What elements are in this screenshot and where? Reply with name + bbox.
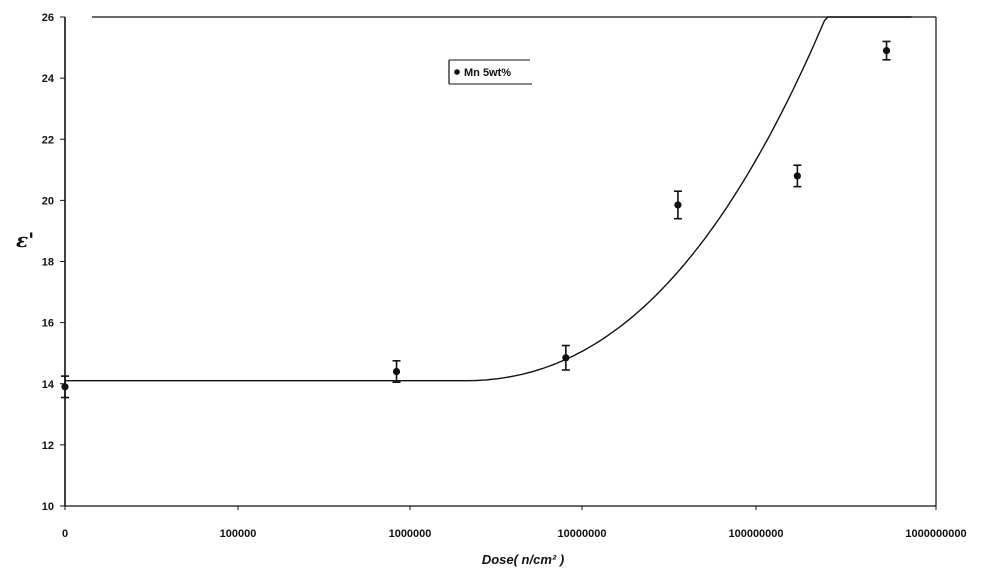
legend: Mn 5wt%	[448, 59, 532, 85]
fit-curve-line	[65, 16, 912, 382]
data-point	[61, 383, 69, 391]
x-tick-label: 10000000	[558, 528, 607, 540]
x-axis-label: Dose( n/cm² )	[482, 552, 564, 567]
y-tick-label: 14	[42, 379, 55, 391]
data-point	[882, 47, 891, 55]
x-tick-label: 1000000000	[905, 528, 966, 540]
legend-marker-icon	[454, 69, 460, 75]
data-point	[562, 354, 570, 362]
y-tick-label: 10	[42, 501, 54, 513]
y-tick-label: 24	[42, 73, 55, 85]
data-points	[61, 40, 891, 399]
axes	[64, 16, 937, 507]
data-point	[392, 367, 401, 376]
fit-curve	[65, 16, 912, 382]
y-tick-label: 16	[42, 318, 54, 330]
x-tick-label: 1000000	[389, 528, 432, 540]
data-point	[793, 172, 801, 180]
y-axis-ticks: 10 12 14 16 18 20 22 24 26	[42, 12, 65, 513]
x-axis-ticks: 0 100000 1000000 10000000 100000000 100000000…	[62, 506, 967, 540]
x-tick-label: 0	[62, 528, 68, 540]
data-point	[674, 201, 682, 209]
y-tick-label: 22	[42, 134, 54, 146]
y-axis-label: ε'	[16, 228, 34, 252]
y-tick-label: 18	[42, 257, 54, 269]
y-tick-label: 26	[42, 12, 54, 24]
x-tick-label: 100000	[220, 528, 257, 540]
x-tick-label: 100000000	[728, 528, 783, 540]
legend-label: Mn 5wt%	[464, 67, 511, 79]
y-tick-label: 12	[42, 440, 54, 452]
y-tick-label: 20	[42, 195, 54, 207]
